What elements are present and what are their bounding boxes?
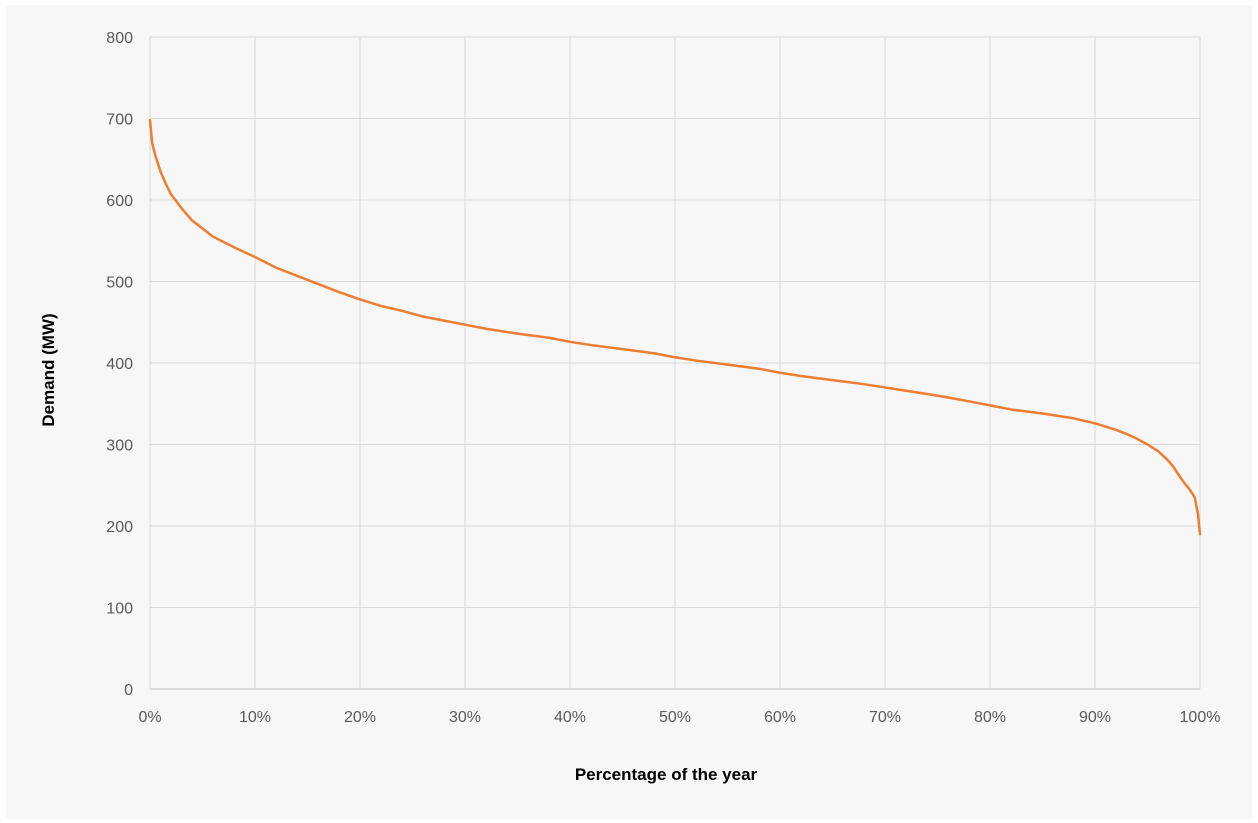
x-tick-label: 90% <box>1079 709 1111 726</box>
x-axis-title: Percentage of the year <box>575 765 758 784</box>
x-tick-label: 40% <box>554 709 586 726</box>
y-axis-title: Demand (MW) <box>39 313 58 426</box>
gridlines <box>149 36 1201 690</box>
x-tick-label: 0% <box>138 709 161 726</box>
x-tick-label: 70% <box>869 709 901 726</box>
y-tick-label: 800 <box>106 30 133 47</box>
tick-labels: 0 100 200 300 400 500 600 700 800 0% 10% 20% 30% 40% 5… <box>106 30 1220 726</box>
x-tick-label: 80% <box>974 709 1006 726</box>
x-tick-label: 60% <box>764 709 796 726</box>
demand-duration-line <box>148 118 1202 536</box>
y-tick-label: 500 <box>106 275 133 292</box>
x-tick-label: 10% <box>239 709 271 726</box>
y-tick-label: 300 <box>106 438 133 455</box>
y-tick-label: 200 <box>106 519 133 536</box>
x-tick-label: 50% <box>659 709 691 726</box>
series-layer <box>148 118 1202 536</box>
y-tick-label: 100 <box>106 601 133 618</box>
y-tick-label: 400 <box>106 356 133 373</box>
y-tick-label: 600 <box>106 193 133 210</box>
x-tick-label: 20% <box>344 709 376 726</box>
y-tick-label: 0 <box>124 682 133 699</box>
x-tick-label: 100% <box>1180 709 1221 726</box>
y-tick-label: 700 <box>106 112 133 129</box>
chart-background <box>6 5 1252 819</box>
x-tick-label: 30% <box>449 709 481 726</box>
